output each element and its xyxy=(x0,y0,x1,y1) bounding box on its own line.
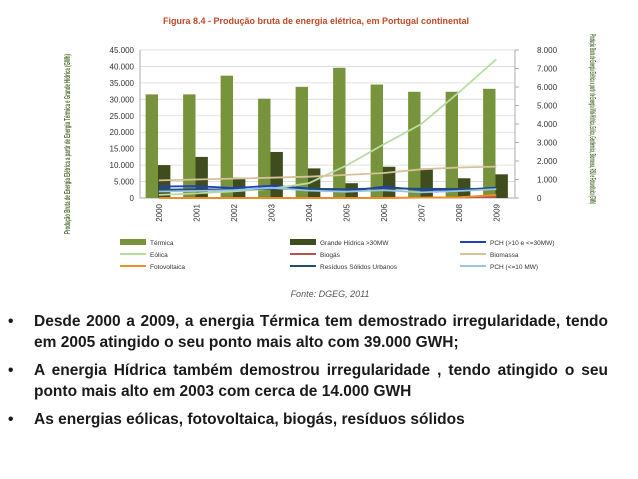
plot-area: 0 5.000 10.000 15.000 20.000 25.000 30.000 35.0… xyxy=(63,34,597,271)
y-tick-label-right: 1.000 xyxy=(537,176,558,185)
legend-label: Grande Hídrica >30MW xyxy=(320,240,389,247)
y-tick-label-left: 15.000 xyxy=(110,145,135,154)
bullet-text: As energias eólicas, fotovoltaica, biogá… xyxy=(34,411,465,428)
bullet-dot: • xyxy=(8,362,14,379)
bullet-item-1: • Desde 2000 a 2009, a energia Térmica t… xyxy=(8,312,608,353)
bar xyxy=(370,84,383,198)
chart-source: Fonte: DGEG, 2011 xyxy=(291,289,370,299)
x-tick-label: 2003 xyxy=(267,203,276,221)
x-tick-label: 2007 xyxy=(417,203,426,221)
bar xyxy=(495,174,508,198)
bullet-dot: • xyxy=(8,313,14,330)
series-line xyxy=(158,194,497,199)
legend-label: Biogás xyxy=(320,252,341,259)
legend-swatch xyxy=(120,239,146,245)
chart-title: Figura 8.4 - Produção bruta de energia e… xyxy=(163,16,469,26)
y-tick-label-left: 45.000 xyxy=(110,46,135,55)
bar xyxy=(420,168,433,198)
y-tick-label-left: 0 xyxy=(130,194,135,203)
bullet-dot: • xyxy=(8,411,14,428)
bar xyxy=(220,75,233,198)
x-tick-label: 2009 xyxy=(492,203,501,221)
x-tick-label: 2006 xyxy=(380,203,389,221)
y-tick-label-right: 7.000 xyxy=(537,65,558,74)
y-tick-label-right: 6.000 xyxy=(537,83,558,92)
bullet-item-2: • A energia Hídrica também demostrou irr… xyxy=(8,361,608,402)
series-line xyxy=(158,186,497,194)
legend-label: Fotovoltaica xyxy=(150,264,185,271)
y-tick-label-left: 20.000 xyxy=(110,128,135,137)
bullet-text: A energia Hídrica também demostrou irreg… xyxy=(34,362,608,400)
legend-label: PCH (<=10 MW) xyxy=(490,264,538,271)
x-tick-label: 2002 xyxy=(230,203,239,221)
bar xyxy=(183,94,196,198)
legend-label: Biomassa xyxy=(490,252,519,259)
bar xyxy=(333,67,346,198)
y-axis-title-right: Produção Bruta de Energia Elétrica a par… xyxy=(588,34,597,204)
legend-label: Resíduos Sólidos Urbanos xyxy=(320,264,398,271)
chart-figure: Figura 8.4 - Produção bruta de energia e… xyxy=(0,0,638,305)
y-tick-label-right: 3.000 xyxy=(537,139,558,148)
bullet-item-3: • As energias eólicas, fotovoltaica, bio… xyxy=(8,410,608,431)
bar xyxy=(270,151,283,198)
y-tick-label-right: 2.000 xyxy=(537,157,558,166)
series-line xyxy=(158,187,497,191)
y-tick-label-right: 5.000 xyxy=(537,102,558,111)
legend-label: Eólica xyxy=(150,252,168,259)
legend-label: PCH (>10 e <=30MW) xyxy=(490,240,554,247)
y-tick-label-right: 4.000 xyxy=(537,120,558,129)
y-tick-label-left: 25.000 xyxy=(110,112,135,121)
bullet-text: Desde 2000 a 2009, a energia Térmica tem… xyxy=(34,313,608,351)
bar xyxy=(483,88,496,198)
y-tick-label-right: 0 xyxy=(537,194,542,203)
y-tick-label-left: 10.000 xyxy=(110,161,135,170)
x-tick-label: 2004 xyxy=(305,203,314,221)
bullet-list: • Desde 2000 a 2009, a energia Térmica t… xyxy=(8,312,608,439)
y-tick-label-left: 30.000 xyxy=(110,95,135,104)
bar xyxy=(158,165,171,198)
bar xyxy=(145,94,158,198)
y-tick-label-left: 40.000 xyxy=(110,62,135,71)
y-tick-label-right: 8.000 xyxy=(537,46,558,55)
bar xyxy=(295,86,308,198)
chart-background xyxy=(0,0,638,305)
bar xyxy=(195,156,208,198)
x-tick-label: 2008 xyxy=(455,203,464,221)
x-tick-label: 2005 xyxy=(342,203,351,221)
series-line xyxy=(158,165,497,182)
y-axis-title-left: Produção Bruta de Energia Elétrica a par… xyxy=(63,54,72,234)
legend-swatch xyxy=(290,239,316,245)
x-tick-label: 2001 xyxy=(192,203,201,221)
x-tick-label: 2000 xyxy=(155,203,164,221)
y-tick-label-left: 35.000 xyxy=(110,79,135,88)
bar xyxy=(408,91,421,198)
y-tick-label-left: 5.000 xyxy=(114,178,135,187)
legend-label: Térmica xyxy=(150,240,174,247)
bar xyxy=(258,98,271,198)
bar xyxy=(445,91,458,198)
series-line xyxy=(158,58,497,196)
